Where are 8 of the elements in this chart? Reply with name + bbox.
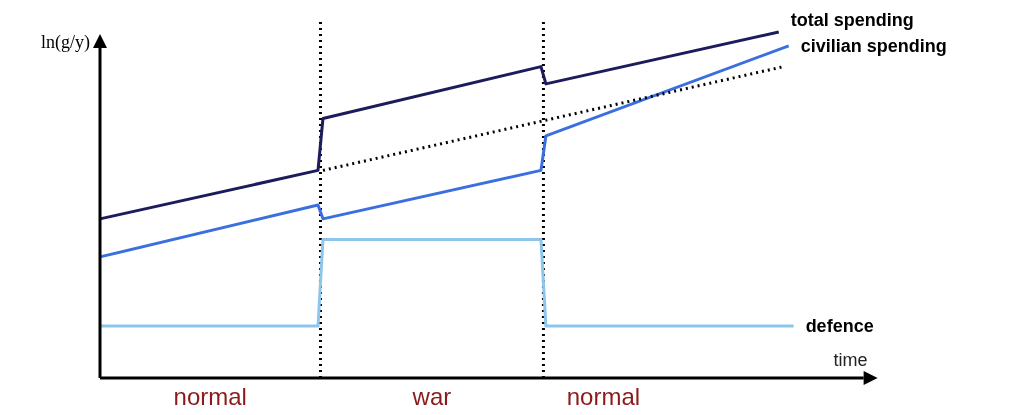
text: normal <box>566 383 641 410</box>
x-axis-title: time <box>833 350 868 370</box>
series-label: defence <box>805 316 874 337</box>
series-label: civilian spending <box>800 35 947 56</box>
series-label: total spending <box>790 10 914 30</box>
y-axis-title: ln(g/y) <box>41 32 90 53</box>
text: normal <box>173 383 247 410</box>
text: war <box>411 383 452 410</box>
